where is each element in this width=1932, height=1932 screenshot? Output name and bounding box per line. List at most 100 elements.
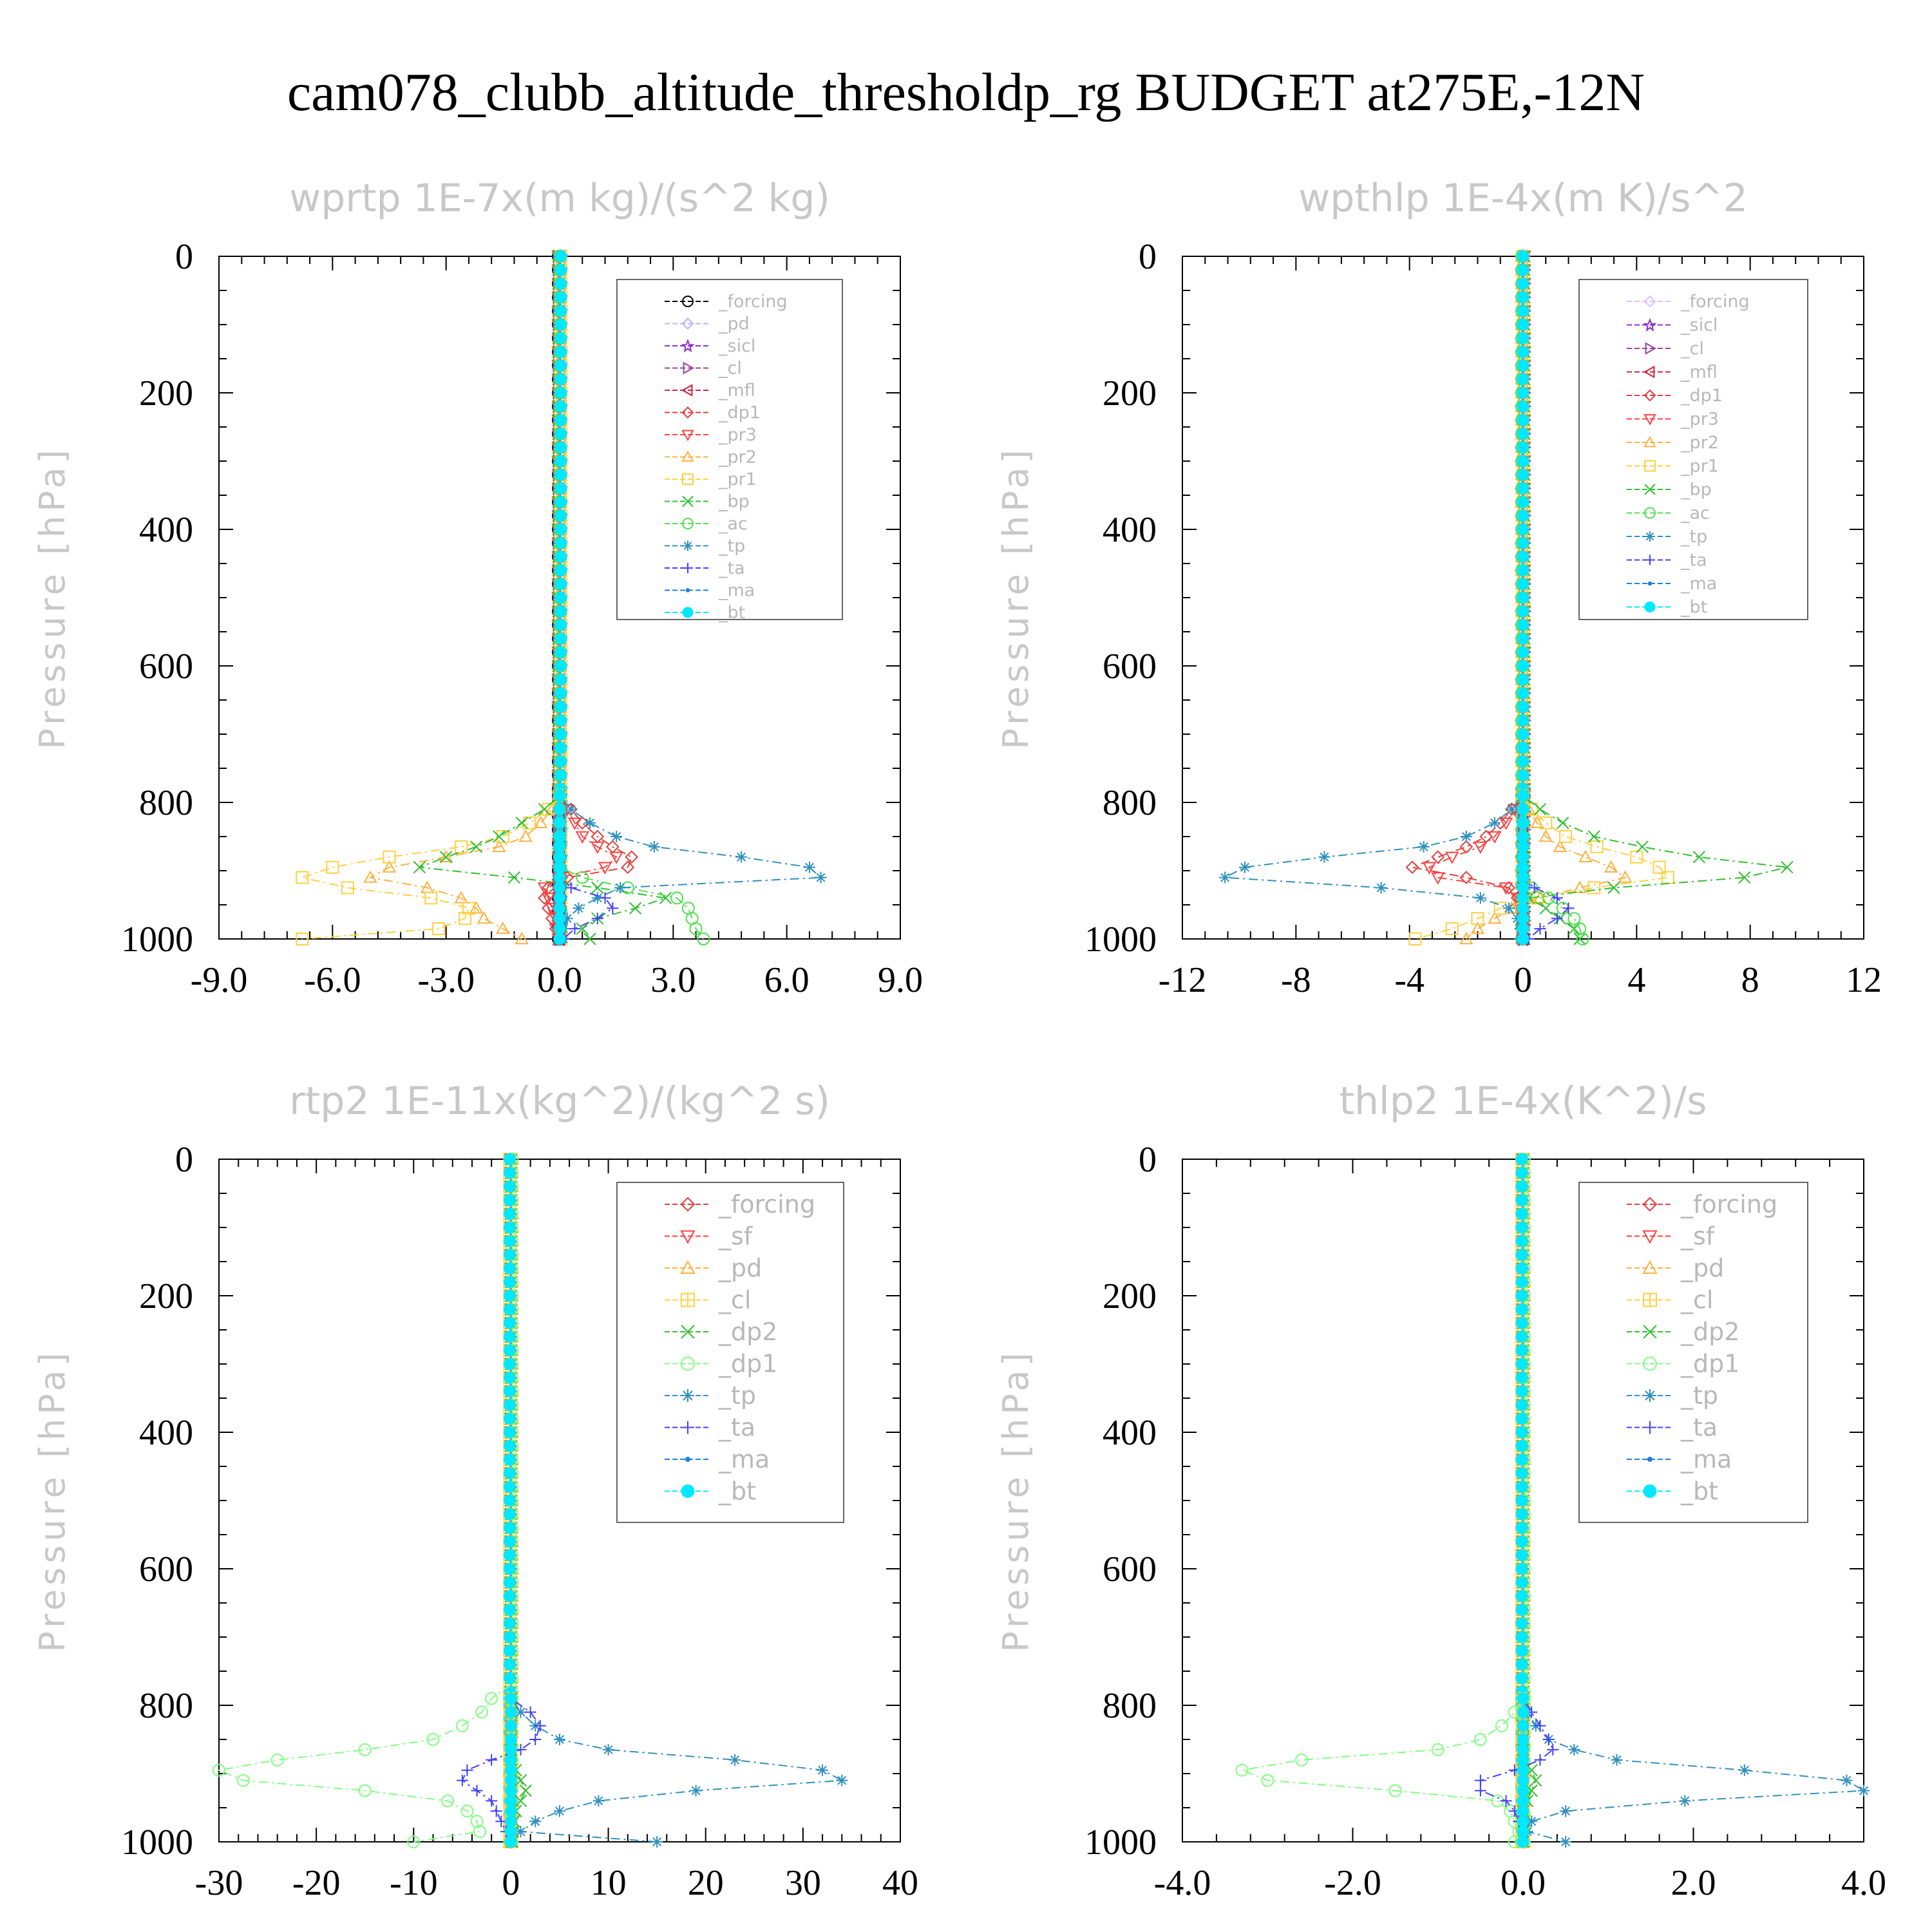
data-point-bt <box>504 1764 517 1777</box>
y-tick-label: 600 <box>139 1549 193 1589</box>
data-point-bt <box>1517 840 1530 853</box>
legend-label-forcing: _forcing <box>1680 1190 1777 1218</box>
data-point-bp <box>469 840 483 853</box>
y-tick-label: 600 <box>1103 1549 1157 1589</box>
series-pr2 <box>363 782 567 945</box>
legend-label-ac: _ac <box>1680 504 1710 524</box>
zero-column-series <box>1515 1151 1531 1850</box>
legend-label-ac: _ac <box>718 514 748 534</box>
zero-marker-bt <box>1517 509 1530 522</box>
legend-label-dp2: _dp2 <box>718 1318 777 1346</box>
data-point-pr2 <box>496 922 510 934</box>
data-point-bp <box>1557 817 1569 829</box>
panel-title: thlp2 1E-4x(K^2)/s <box>1339 1079 1707 1124</box>
zero-marker-bt <box>503 1208 516 1220</box>
data-point-dp1 <box>358 1743 372 1756</box>
data-point-pr3 <box>537 882 552 895</box>
data-point-pr1 <box>1445 922 1459 936</box>
data-point-dp1 <box>1405 860 1419 875</box>
zero-marker-bt <box>503 1235 516 1247</box>
data-point-bt <box>504 1719 517 1732</box>
data-point-tp <box>561 913 573 925</box>
zero-marker-bt <box>503 1399 516 1412</box>
legend-marker-pd <box>1642 1260 1658 1274</box>
zero-marker-bt <box>1515 1276 1528 1289</box>
data-point-tp <box>1560 1836 1572 1848</box>
data-point-tp <box>1474 892 1486 904</box>
zero-marker-bt <box>503 1426 516 1439</box>
x-tick-label: -9.0 <box>191 960 248 1000</box>
data-point-pr3 <box>1473 841 1488 854</box>
series-bt <box>1517 1685 1530 1848</box>
zero-marker-bt <box>1517 250 1530 263</box>
legend-label-cl: _cl <box>718 359 742 379</box>
data-point-ta <box>490 1805 502 1817</box>
data-point-bt <box>1517 1764 1530 1777</box>
zero-marker-bt <box>503 1562 516 1575</box>
data-point-tp <box>554 1734 565 1745</box>
data-point-bp <box>1587 830 1600 843</box>
zero-marker-bt <box>1517 728 1530 741</box>
zero-marker-bt <box>503 1576 516 1589</box>
legend-marker-pr1 <box>682 473 694 485</box>
legend-marker-cl <box>1645 342 1657 355</box>
data-point-dp1 <box>460 1804 474 1818</box>
legend-marker-pr3 <box>681 430 694 442</box>
zero-marker-bt <box>1515 1481 1528 1493</box>
data-point-pr2 <box>518 829 533 842</box>
data-point-bt <box>553 851 566 864</box>
data-point-tp <box>1238 861 1251 873</box>
data-point-bt <box>1517 891 1530 904</box>
zero-marker-bt <box>1515 1194 1528 1207</box>
zero-marker-bt <box>1517 428 1530 440</box>
data-point-bp <box>591 881 604 895</box>
data-point-tp <box>515 1706 527 1718</box>
data-point-pr2 <box>477 911 491 924</box>
legend-marker-pr2 <box>681 450 694 462</box>
zero-marker-bt <box>503 1604 516 1616</box>
series-line-pr2 <box>1466 782 1627 940</box>
zero-marker-bt <box>1515 1672 1528 1685</box>
legend-marker-bp <box>1644 484 1656 495</box>
zero-marker-bt <box>1517 455 1530 468</box>
data-point-dp1 <box>473 1825 487 1839</box>
zero-marker-bt <box>503 1262 516 1275</box>
data-point-pr1 <box>522 816 536 829</box>
data-point-bt <box>1517 1825 1530 1838</box>
data-point-bt <box>1517 830 1530 843</box>
zero-marker-bt <box>554 536 567 549</box>
legend-label-ma: _ma <box>1680 574 1717 594</box>
legend-label-pr2: _pr2 <box>718 448 757 468</box>
legend-label-ta: _ta <box>718 558 745 578</box>
legend-label-bp: _bp <box>718 492 750 512</box>
y-tick-label: 200 <box>139 374 193 413</box>
data-point-pr1 <box>1630 850 1643 864</box>
data-point-pr2 <box>533 815 548 828</box>
data-point-bp <box>413 860 426 874</box>
legend-marker-pd <box>681 317 694 330</box>
data-point-tp <box>592 1795 605 1807</box>
data-point-bt <box>1517 1754 1530 1766</box>
zero-marker-bt <box>1515 1494 1528 1507</box>
data-point-tp <box>1318 851 1331 863</box>
data-point-bt <box>504 1835 517 1848</box>
zero-marker-bt <box>503 1316 516 1329</box>
data-point-bp <box>507 871 521 884</box>
y-tick-label: 1000 <box>1084 920 1157 960</box>
data-point-pr2 <box>1618 870 1633 883</box>
y-tick-label: 800 <box>1103 783 1157 823</box>
zero-marker-bt <box>503 1453 516 1466</box>
data-point-tp <box>1460 831 1472 842</box>
x-tick-label: 4 <box>1627 960 1645 1000</box>
zero-marker-bt <box>1517 277 1530 290</box>
zero-marker-bt <box>1517 441 1530 454</box>
zero-marker-bt <box>1517 413 1530 426</box>
zero-marker-bt <box>1517 687 1530 699</box>
zero-marker-bt <box>1515 1289 1528 1302</box>
zero-marker-bt <box>503 1289 516 1302</box>
legend-marker-forcing <box>682 296 694 307</box>
data-point-dp1 <box>441 1794 455 1808</box>
legend-marker-dp2 <box>681 1325 695 1339</box>
data-point-pr2 <box>1578 849 1593 862</box>
y-axis-label: Pressure [hPa] <box>32 446 73 749</box>
